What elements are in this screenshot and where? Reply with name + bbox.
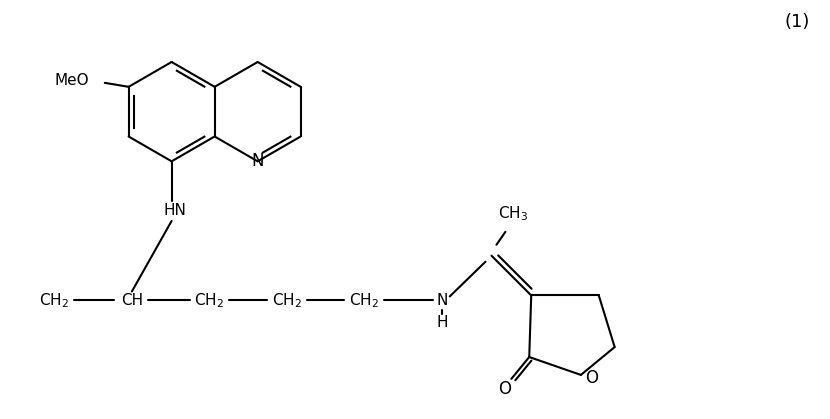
Text: CH: CH <box>121 293 143 308</box>
Text: CH$_2$: CH$_2$ <box>194 291 224 310</box>
Text: N: N <box>436 293 447 308</box>
Text: H: H <box>436 315 447 330</box>
Text: O: O <box>498 380 511 398</box>
Text: CH$_2$: CH$_2$ <box>349 291 379 310</box>
Text: CH$_3$: CH$_3$ <box>498 204 529 223</box>
Text: CH$_2$: CH$_2$ <box>40 291 70 310</box>
Text: HN: HN <box>164 204 186 218</box>
Text: O: O <box>585 369 598 387</box>
Text: N: N <box>251 153 264 170</box>
Text: (1): (1) <box>784 13 810 31</box>
Text: MeO: MeO <box>54 73 89 88</box>
Text: CH$_2$: CH$_2$ <box>272 291 302 310</box>
